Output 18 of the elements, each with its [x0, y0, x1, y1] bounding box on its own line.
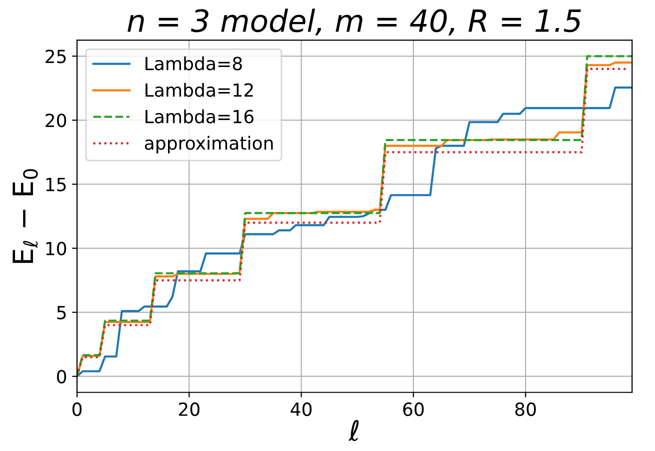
chart-title: n = 3 model, m = 40, R = 1.5 — [128, 8, 581, 36]
y-tick-label: 10 — [46, 242, 66, 256]
legend-label: Lambda=12 — [146, 82, 253, 97]
legend-label: approximation — [144, 136, 273, 154]
x-axis-title: ℓ — [348, 420, 359, 442]
y-tick-label: 20 — [46, 114, 66, 128]
x-tick-label: 0 — [72, 402, 82, 416]
x-tick-label: 80 — [515, 402, 536, 416]
x-tick-label: 20 — [178, 402, 200, 416]
x-tick-label: 40 — [290, 402, 312, 416]
y-tick-label: 25 — [46, 50, 66, 64]
y-tick-label: 5 — [57, 306, 66, 320]
y-axis-title: E$_{ℓ}$ − E$_{0}$ — [12, 169, 38, 263]
y-tick-label: 0 — [57, 370, 66, 384]
y-tick-label: 15 — [46, 178, 66, 192]
legend-label: Lambda=16 — [146, 109, 254, 124]
legend-label: Lambda=8 — [146, 56, 242, 70]
x-tick-label: 60 — [403, 402, 424, 416]
